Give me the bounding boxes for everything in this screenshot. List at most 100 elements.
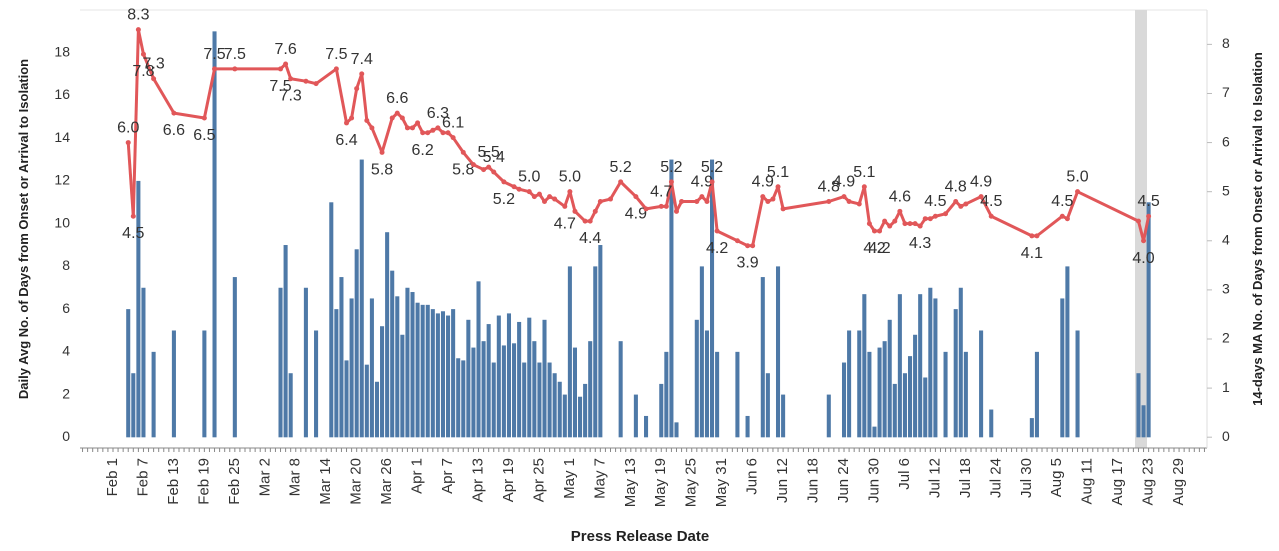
line-point <box>963 201 969 207</box>
bar <box>704 330 709 438</box>
line-segment <box>284 63 293 80</box>
bar <box>151 351 156 438</box>
line-point <box>389 115 395 121</box>
bar <box>481 341 486 438</box>
bar <box>395 296 400 438</box>
data-label: 4.6 <box>889 188 911 205</box>
bar <box>501 345 506 438</box>
bar <box>887 319 892 438</box>
line-point <box>927 216 933 222</box>
line-point <box>440 130 446 136</box>
bar <box>456 358 461 438</box>
bar <box>715 351 720 438</box>
y-axis-title: Daily Avg No. of Days from Onset or Arri… <box>16 59 31 399</box>
bar <box>892 383 897 438</box>
line-point <box>943 211 949 217</box>
bar <box>420 304 425 438</box>
x-tick-label: Mar 26 <box>378 458 395 505</box>
bar <box>862 294 867 438</box>
line-point <box>212 66 218 72</box>
y2-tick-label: 8 <box>1222 35 1230 51</box>
bar <box>953 309 958 438</box>
bar <box>943 351 948 438</box>
line-point <box>1135 218 1141 224</box>
data-label: 4.2 <box>706 240 728 257</box>
data-label: 4.9 <box>691 174 713 191</box>
bar <box>522 362 527 438</box>
data-label: 4.5 <box>122 225 144 242</box>
line-point <box>501 179 507 185</box>
line-point <box>542 199 548 205</box>
line-point <box>770 196 776 202</box>
bar <box>979 330 984 438</box>
line-point <box>283 61 289 67</box>
line-segment <box>751 196 765 246</box>
data-label: 4.9 <box>752 174 774 191</box>
line-point <box>303 78 309 84</box>
bar <box>902 373 907 438</box>
bar <box>141 287 146 438</box>
bar <box>466 319 471 438</box>
bar <box>644 415 649 438</box>
line-point <box>775 184 781 190</box>
x-tick-label: Feb 19 <box>195 458 212 505</box>
bar <box>374 381 380 438</box>
line-point <box>932 213 938 219</box>
line-point <box>694 199 700 205</box>
line-point <box>359 71 365 77</box>
bar <box>380 326 385 438</box>
x-tick-label: Apr 25 <box>530 458 547 502</box>
bar <box>232 277 237 438</box>
x-tick-label: Jun 30 <box>865 458 882 503</box>
y-tick-label: 8 <box>62 257 70 273</box>
data-label: 5.5 <box>478 144 500 161</box>
line-point <box>922 216 928 222</box>
line-point <box>572 208 578 214</box>
data-label: 6.6 <box>386 90 408 107</box>
data-label: 4.9 <box>970 174 992 191</box>
line-point <box>445 130 451 136</box>
data-label: 4.1 <box>1021 245 1043 262</box>
line-point <box>420 130 426 136</box>
bar <box>476 281 481 438</box>
bar <box>918 294 923 438</box>
bar <box>410 292 415 438</box>
bar <box>136 180 141 438</box>
line-segment <box>782 200 830 211</box>
bar <box>527 317 532 438</box>
line-segment <box>979 195 993 217</box>
bar <box>278 287 283 438</box>
bar <box>364 364 369 438</box>
bar <box>1034 351 1039 438</box>
data-label: 4.7 <box>554 215 576 232</box>
x-tick-label: Mar 2 <box>256 458 273 496</box>
bar <box>877 347 882 438</box>
y-tick-label: 18 <box>54 43 70 59</box>
data-label: 6.1 <box>442 115 464 132</box>
line-segment <box>462 151 475 166</box>
bar <box>897 294 902 438</box>
bar <box>385 232 390 438</box>
bar <box>857 330 862 438</box>
bar <box>517 321 522 438</box>
line-segment <box>334 68 348 124</box>
bar <box>334 309 339 438</box>
bar <box>547 362 552 438</box>
x-tick-label: Aug 29 <box>1170 458 1187 506</box>
data-label: 4.0 <box>1132 250 1154 267</box>
line-segment <box>645 204 662 211</box>
data-label: 6.6 <box>163 122 185 139</box>
data-label: 6.4 <box>335 132 357 149</box>
line-segment <box>776 186 785 210</box>
data-label: 5.2 <box>701 159 723 176</box>
y2-tick-label: 0 <box>1222 428 1230 444</box>
bar <box>710 159 715 438</box>
bar <box>354 249 359 438</box>
line-point <box>125 140 131 146</box>
bar <box>512 343 517 438</box>
bar <box>583 383 588 438</box>
x-tick-label: Mar 20 <box>348 458 365 505</box>
line-point <box>597 199 603 205</box>
bar <box>963 351 968 438</box>
line-point <box>897 208 903 214</box>
